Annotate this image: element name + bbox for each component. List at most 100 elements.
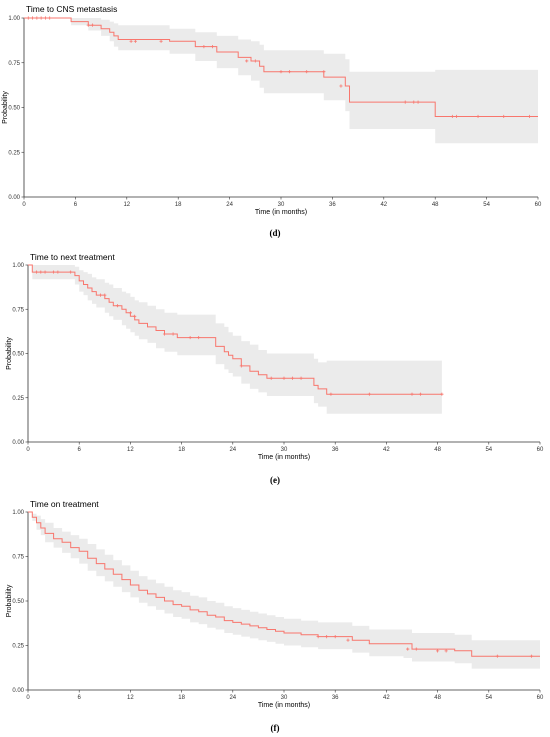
censor-mark bbox=[245, 59, 249, 63]
censor-mark bbox=[367, 392, 371, 396]
x-tick-label: 42 bbox=[383, 447, 390, 453]
panel-title: Time on treatment bbox=[30, 499, 99, 509]
x-tick-label: 0 bbox=[26, 447, 30, 453]
x-tick-label: 12 bbox=[127, 447, 134, 453]
censor-mark bbox=[35, 16, 39, 20]
censor-mark bbox=[412, 100, 416, 104]
y-tick-label: 0.50 bbox=[12, 599, 24, 605]
censor-mark bbox=[450, 114, 454, 119]
x-tick-label: 6 bbox=[78, 695, 82, 701]
x-tick-label: 6 bbox=[78, 447, 82, 453]
y-tick-label: 0.00 bbox=[8, 195, 20, 201]
censor-mark bbox=[346, 638, 350, 642]
x-tick-label: 6 bbox=[74, 202, 78, 208]
censor-mark bbox=[316, 635, 320, 639]
x-tick-label: 12 bbox=[123, 202, 130, 208]
censor-mark bbox=[527, 114, 532, 119]
censor-mark bbox=[39, 270, 43, 274]
panel-caption: (f) bbox=[271, 723, 280, 733]
censor-mark bbox=[333, 635, 337, 639]
x-tick-label: 24 bbox=[229, 447, 236, 453]
x-tick-label: 48 bbox=[432, 202, 439, 208]
censor-mark bbox=[34, 270, 39, 274]
censor-mark bbox=[197, 335, 201, 340]
x-tick-label: 18 bbox=[178, 695, 185, 701]
censor-mark bbox=[90, 23, 95, 27]
x-tick-label: 48 bbox=[434, 447, 441, 453]
censor-mark bbox=[43, 16, 48, 20]
x-tick-label: 12 bbox=[127, 695, 134, 701]
censor-mark bbox=[418, 392, 423, 396]
censor-mark bbox=[339, 84, 343, 88]
x-tick-label: 42 bbox=[380, 202, 387, 208]
censor-mark bbox=[210, 45, 215, 49]
censor-mark bbox=[30, 16, 35, 20]
chart-panel-2: 0 6 12 18 24 30 36 42 48 54 60 0.00 0.25 0.50 0.75 1.00… bbox=[6, 252, 544, 485]
x-tick-label: 18 bbox=[178, 447, 185, 453]
x-tick-label: 36 bbox=[332, 695, 339, 701]
censor-mark bbox=[329, 392, 333, 396]
censor-mark bbox=[444, 649, 448, 653]
censor-mark bbox=[129, 39, 133, 43]
censor-mark bbox=[305, 70, 309, 74]
censor-mark bbox=[410, 392, 414, 396]
y-tick-label: 0.75 bbox=[12, 555, 24, 561]
y-tick-label: 0.25 bbox=[12, 644, 24, 650]
censor-mark bbox=[325, 635, 329, 639]
censor-mark bbox=[253, 59, 257, 63]
censor-mark bbox=[133, 314, 137, 318]
confidence-band bbox=[24, 18, 538, 144]
x-tick-label: 48 bbox=[434, 695, 441, 701]
censor-mark bbox=[202, 45, 206, 49]
survival-curve bbox=[28, 264, 442, 395]
censor-mark bbox=[188, 335, 192, 340]
censor-mark bbox=[290, 376, 295, 380]
x-axis-label: Time (in months) bbox=[258, 702, 310, 709]
censor-mark bbox=[403, 100, 407, 104]
censor-mark bbox=[43, 270, 47, 274]
censor-mark bbox=[287, 70, 292, 74]
x-tick-label: 42 bbox=[383, 695, 390, 701]
x-tick-label: 30 bbox=[281, 695, 288, 701]
censor-mark bbox=[26, 16, 30, 20]
y-tick-label: 1.00 bbox=[12, 263, 24, 269]
censor-mark bbox=[436, 649, 440, 653]
censor-mark bbox=[159, 39, 163, 43]
x-tick-label: 36 bbox=[329, 202, 336, 208]
censor-mark bbox=[299, 376, 303, 380]
x-tick-label: 30 bbox=[281, 447, 288, 453]
censor-mark bbox=[103, 293, 107, 297]
x-tick-label: 24 bbox=[226, 202, 233, 208]
censor-mark bbox=[98, 293, 103, 297]
y-tick-label: 0.00 bbox=[12, 440, 24, 446]
y-tick-label: 0.25 bbox=[8, 150, 20, 156]
x-tick-label: 54 bbox=[485, 695, 492, 701]
panel-caption: (e) bbox=[270, 475, 280, 485]
censor-mark bbox=[282, 376, 286, 380]
censor-mark bbox=[52, 270, 56, 274]
x-tick-label: 0 bbox=[26, 695, 30, 701]
confidence-band bbox=[28, 265, 442, 414]
censor-mark bbox=[39, 16, 43, 20]
censor-mark bbox=[171, 332, 175, 336]
censor-mark bbox=[476, 114, 480, 119]
x-tick-label: 54 bbox=[483, 202, 490, 208]
censor-mark bbox=[128, 311, 132, 315]
confidence-band bbox=[28, 512, 540, 669]
y-tick-label: 0.50 bbox=[12, 352, 24, 358]
censor-mark bbox=[86, 23, 90, 27]
y-axis-label: Probability bbox=[6, 337, 13, 370]
censor-mark bbox=[416, 100, 420, 104]
chart-panel-1: 0 6 12 18 24 30 36 42 48 54 60 0.00 0.25 0.50 0.75 1.00… bbox=[2, 4, 542, 238]
y-axis-label: Probability bbox=[2, 91, 9, 124]
panel-title: Time to CNS metastasis bbox=[26, 4, 117, 14]
censor-mark bbox=[116, 304, 120, 308]
chart-panel-3: 0 6 12 18 24 30 36 42 48 54 60 0.00 0.25 0.50 0.75 1.00… bbox=[6, 499, 544, 733]
y-tick-label: 0.50 bbox=[8, 106, 20, 112]
censor-mark bbox=[455, 114, 459, 119]
censor-mark bbox=[440, 392, 444, 396]
panel-title: Time to next treatment bbox=[30, 252, 115, 262]
censor-mark bbox=[239, 364, 243, 368]
x-tick-label: 60 bbox=[537, 447, 544, 453]
